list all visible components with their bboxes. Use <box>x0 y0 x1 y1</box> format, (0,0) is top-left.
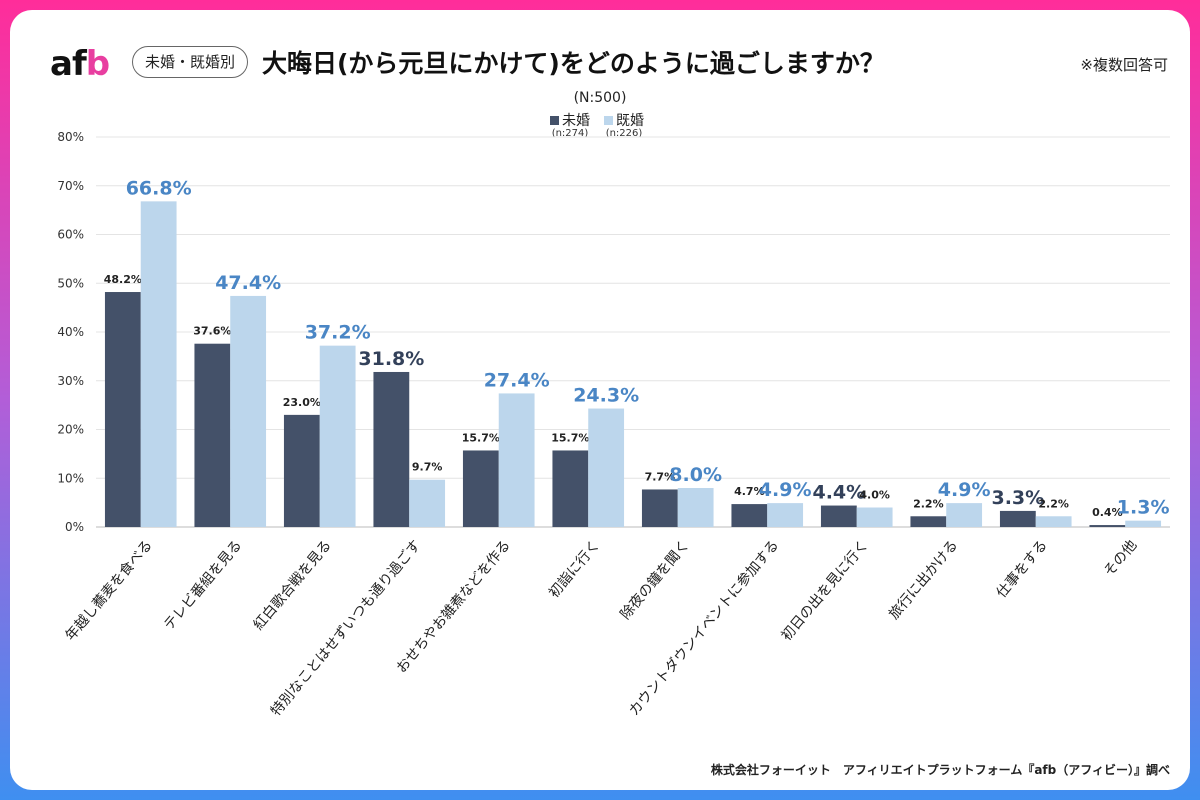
legend-count: (n:274) <box>551 128 589 139</box>
data-label: 1.3% <box>1117 497 1170 519</box>
data-label: 2.2% <box>913 497 944 510</box>
x-tick-label: 初詣に行く <box>545 537 603 602</box>
data-label: 15.7% <box>551 431 589 444</box>
bar-unmarried <box>104 292 141 527</box>
x-tick-label: 年越し蕎麦を食べる <box>62 537 156 644</box>
bar-married <box>856 507 893 527</box>
data-label: 66.8% <box>126 177 192 199</box>
sample-size: (N:500) <box>573 90 627 106</box>
bar-married <box>1125 520 1162 527</box>
data-label: 4.0% <box>859 489 890 502</box>
bar-unmarried <box>283 414 320 527</box>
data-label: 4.4% <box>812 482 865 504</box>
data-label: 27.4% <box>484 369 550 391</box>
data-label: 23.0% <box>283 396 321 409</box>
chart-card: afb 未婚・既婚別 大晦日(から元旦にかけて)をどのように過ごしますか？ ※複… <box>10 10 1190 790</box>
bar-married <box>677 488 714 527</box>
y-tick-label: 40% <box>57 325 84 339</box>
data-label: 37.6% <box>193 325 231 338</box>
data-label: 37.2% <box>305 322 371 344</box>
multiple-answer-note: ※複数回答可 <box>1080 56 1168 74</box>
legend-item-married: 既婚 (n:226) <box>604 110 644 139</box>
chart-legend: 未婚 (n:274) 既婚 (n:226) <box>550 110 644 139</box>
bar-married <box>230 295 267 527</box>
y-tick-label: 70% <box>57 179 84 193</box>
data-label: 7.7% <box>645 470 676 483</box>
data-label: 0.4% <box>1092 506 1123 519</box>
bar-married <box>946 503 983 527</box>
data-label: 3.3% <box>991 487 1044 509</box>
data-label: 15.7% <box>462 431 500 444</box>
x-tick-label: その他 <box>1101 537 1140 579</box>
bar-married <box>498 393 535 527</box>
bar-unmarried <box>373 371 410 527</box>
afb-logo: afb <box>50 44 110 84</box>
chart-title: 大晦日(から元旦にかけて)をどのように過ごしますか？ <box>262 49 885 78</box>
segment-badge: 未婚・既婚別 <box>132 46 249 78</box>
legend-swatch-married <box>604 115 613 125</box>
y-tick-label: 20% <box>57 423 84 437</box>
bar-unmarried <box>194 343 231 527</box>
data-label: 8.0% <box>669 464 722 486</box>
x-tick-label: カウントダウンイベントに参加する <box>625 537 782 720</box>
legend-label: 未婚 <box>562 113 590 129</box>
y-tick-label: 0% <box>65 520 84 534</box>
bar-married <box>767 503 804 527</box>
bar-unmarried <box>552 450 589 527</box>
bar-unmarried <box>820 505 857 527</box>
x-tick-label: 旅行に出かける <box>886 537 961 622</box>
y-tick-label: 80% <box>57 130 84 144</box>
bar-unmarried <box>641 489 678 527</box>
data-label: 4.9% <box>938 479 991 501</box>
bar-unmarried <box>731 504 768 527</box>
legend-item-unmarried: 未婚 (n:274) <box>550 110 590 139</box>
data-label: 47.4% <box>215 272 281 294</box>
data-label: 9.7% <box>412 461 443 474</box>
data-label: 31.8% <box>358 348 424 370</box>
x-tick-label: 初日の出を見に行く <box>778 537 872 644</box>
bar-married <box>1035 516 1072 527</box>
x-tick-label: 紅白歌合戦を見る <box>251 537 335 633</box>
y-tick-label: 60% <box>57 228 84 242</box>
legend-count: (n:226) <box>605 128 643 139</box>
bar-chart: 0% 10% 20% 30% 40% 50% 60% 70% 80% 48.2% 66.8% 年越し蕎… <box>57 130 1170 720</box>
x-tick-label: 除夜の鐘を聞く <box>617 537 693 623</box>
bar-unmarried <box>462 450 499 527</box>
data-label: 4.9% <box>759 479 812 501</box>
y-tick-label: 50% <box>57 276 84 290</box>
x-tick-label: 特別なことはせずいつも通り過ごす <box>268 537 424 719</box>
x-tick-label: テレビ番組を見る <box>161 537 245 633</box>
data-label: 48.2% <box>104 273 142 286</box>
data-label: 24.3% <box>573 385 639 407</box>
data-label: 4.7% <box>734 485 765 498</box>
x-tick-label: 仕事をする <box>994 537 1051 601</box>
bar-married <box>140 201 177 527</box>
bar-unmarried <box>1089 525 1126 527</box>
bar-married <box>409 479 446 527</box>
bar-unmarried <box>910 516 947 527</box>
legend-swatch-unmarried <box>550 115 559 125</box>
bar-unmarried <box>999 510 1036 527</box>
y-tick-label: 10% <box>57 471 84 485</box>
bar-married <box>319 345 356 527</box>
source-credit: 株式会社フォーイット アフィリエイトプラットフォーム『afb（アフィビー）』調べ <box>710 763 1170 777</box>
data-label: 2.2% <box>1038 497 1069 510</box>
legend-label: 既婚 <box>616 113 644 129</box>
bar-married <box>588 408 625 527</box>
y-tick-label: 30% <box>57 374 84 388</box>
